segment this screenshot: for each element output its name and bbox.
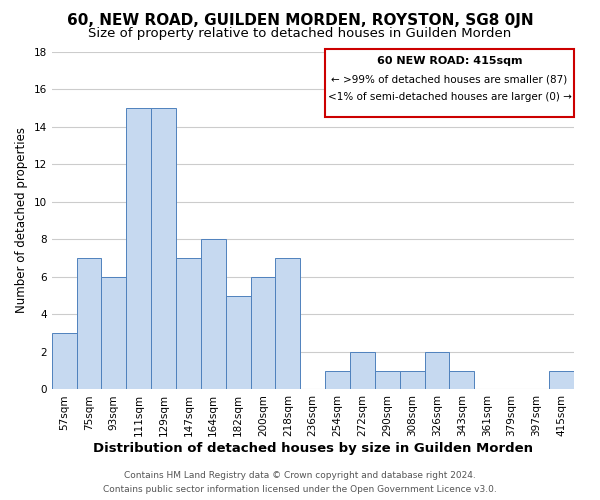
Text: 60, NEW ROAD, GUILDEN MORDEN, ROYSTON, SG8 0JN: 60, NEW ROAD, GUILDEN MORDEN, ROYSTON, S… [67,12,533,28]
Y-axis label: Number of detached properties: Number of detached properties [15,128,28,314]
Bar [549,370,574,390]
Text: <1% of semi-detached houses are larger (0) →: <1% of semi-detached houses are larger (… [328,92,571,102]
Bar [101,277,126,390]
Bar [226,296,251,390]
Bar [350,352,375,390]
Text: 60 NEW ROAD: 415sqm: 60 NEW ROAD: 415sqm [377,56,522,66]
Bar [52,333,77,390]
Bar [325,370,350,390]
Bar [275,258,300,390]
Bar [176,258,201,390]
Bar [151,108,176,390]
Bar [375,370,400,390]
Bar [400,370,425,390]
X-axis label: Distribution of detached houses by size in Guilden Morden: Distribution of detached houses by size … [93,442,533,455]
Bar [77,258,101,390]
Text: Size of property relative to detached houses in Guilden Morden: Size of property relative to detached ho… [88,28,512,40]
Bar [126,108,151,390]
Bar [425,352,449,390]
Text: Contains HM Land Registry data © Crown copyright and database right 2024.
Contai: Contains HM Land Registry data © Crown c… [103,472,497,494]
Bar [449,370,475,390]
Text: ← >99% of detached houses are smaller (87): ← >99% of detached houses are smaller (8… [331,74,568,84]
Bar [201,240,226,390]
Bar [251,277,275,390]
FancyBboxPatch shape [325,48,574,117]
